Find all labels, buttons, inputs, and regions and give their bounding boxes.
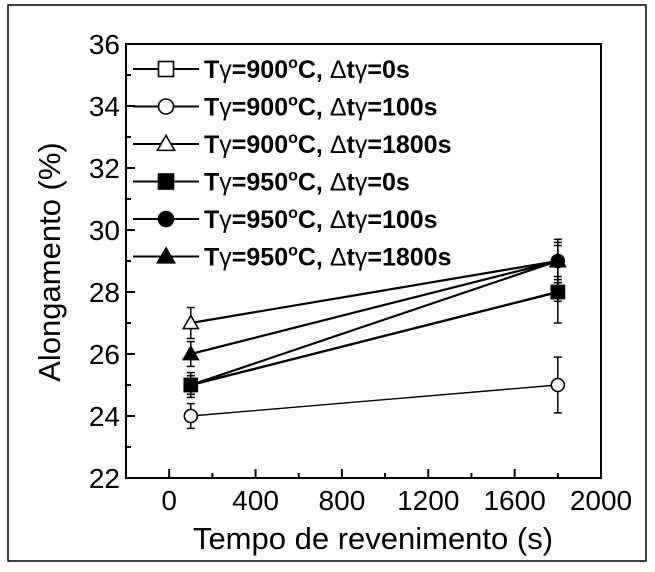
series-6 — [181, 238, 567, 368]
y-tick-label: 32 — [89, 153, 120, 184]
legend-entry-2: Tγ=900oC, Δtγ=100s — [133, 93, 438, 122]
legend-label: Tγ=900oC, Δtγ=0s — [204, 55, 410, 84]
series-4 — [183, 260, 566, 399]
y-tick-label: 28 — [89, 277, 120, 308]
y-tick-label: 34 — [89, 91, 120, 122]
y-tick-label: 22 — [89, 463, 120, 494]
triangle-marker — [548, 251, 567, 268]
series-line — [190, 259, 559, 387]
y-tick-label: 30 — [89, 215, 120, 246]
legend-entry-1: Tγ=900oC, Δtγ=0s — [133, 55, 410, 84]
x-tick-label: 800 — [319, 485, 366, 516]
x-tick-label: 1200 — [397, 485, 459, 516]
legend-entry-3: Tγ=900oC, Δtγ=1800s — [133, 130, 451, 159]
y-tick-label: 26 — [89, 339, 120, 370]
y-axis-label: Alongamento (%) — [32, 142, 67, 382]
circle-marker — [550, 377, 566, 393]
x-tick-label: 2000 — [570, 485, 632, 516]
x-tick-label: 1600 — [483, 485, 545, 516]
y-tick-label: 24 — [89, 401, 120, 432]
legend-label: Tγ=950oC, Δtγ=1800s — [204, 243, 451, 272]
legend-label: Tγ=950oC, Δtγ=100s — [204, 205, 438, 234]
axes: 0 400 800 1200 1600 2000 22 24 26 28 30 32 34 36 — [89, 29, 632, 516]
series-line — [190, 259, 559, 356]
outer-border — [7, 4, 647, 562]
legend-label: Tγ=900oC, Δtγ=100s — [204, 93, 438, 122]
square-marker — [157, 60, 175, 78]
triangle-marker — [155, 246, 177, 264]
series-line — [190, 259, 559, 325]
square-marker — [157, 173, 175, 190]
x-tick-label: 400 — [232, 485, 279, 516]
legend-label: Tγ=950oC, Δtγ=0s — [204, 168, 410, 197]
triangle-marker — [181, 313, 200, 330]
legend: Tγ=900oC, Δtγ=0s Tγ=900oC, Δtγ=100s Tγ=900… — [133, 55, 451, 272]
series-line — [190, 290, 559, 387]
legend-entry-4: Tγ=950oC, Δtγ=0s — [133, 168, 410, 197]
x-axis-label: Tempo de revenimento (s) — [193, 521, 553, 556]
plot-area — [181, 238, 567, 430]
series-line — [190, 384, 558, 417]
legend-label: Tγ=900oC, Δtγ=1800s — [204, 130, 451, 159]
y-tick-label: 36 — [89, 29, 120, 60]
legend-entry-5: Tγ=950oC, Δtγ=100s — [133, 205, 438, 234]
circle-marker — [157, 210, 175, 228]
triangle-marker — [181, 344, 200, 361]
x-tick-label: 0 — [161, 485, 177, 516]
circle-marker — [183, 377, 199, 393]
series-2 — [183, 356, 566, 430]
square-marker — [550, 284, 566, 300]
triangle-marker — [155, 133, 177, 152]
legend-entry-6: Tγ=950oC, Δtγ=1800s — [133, 243, 451, 272]
circle-marker — [183, 408, 199, 424]
circle-marker — [157, 98, 175, 115]
